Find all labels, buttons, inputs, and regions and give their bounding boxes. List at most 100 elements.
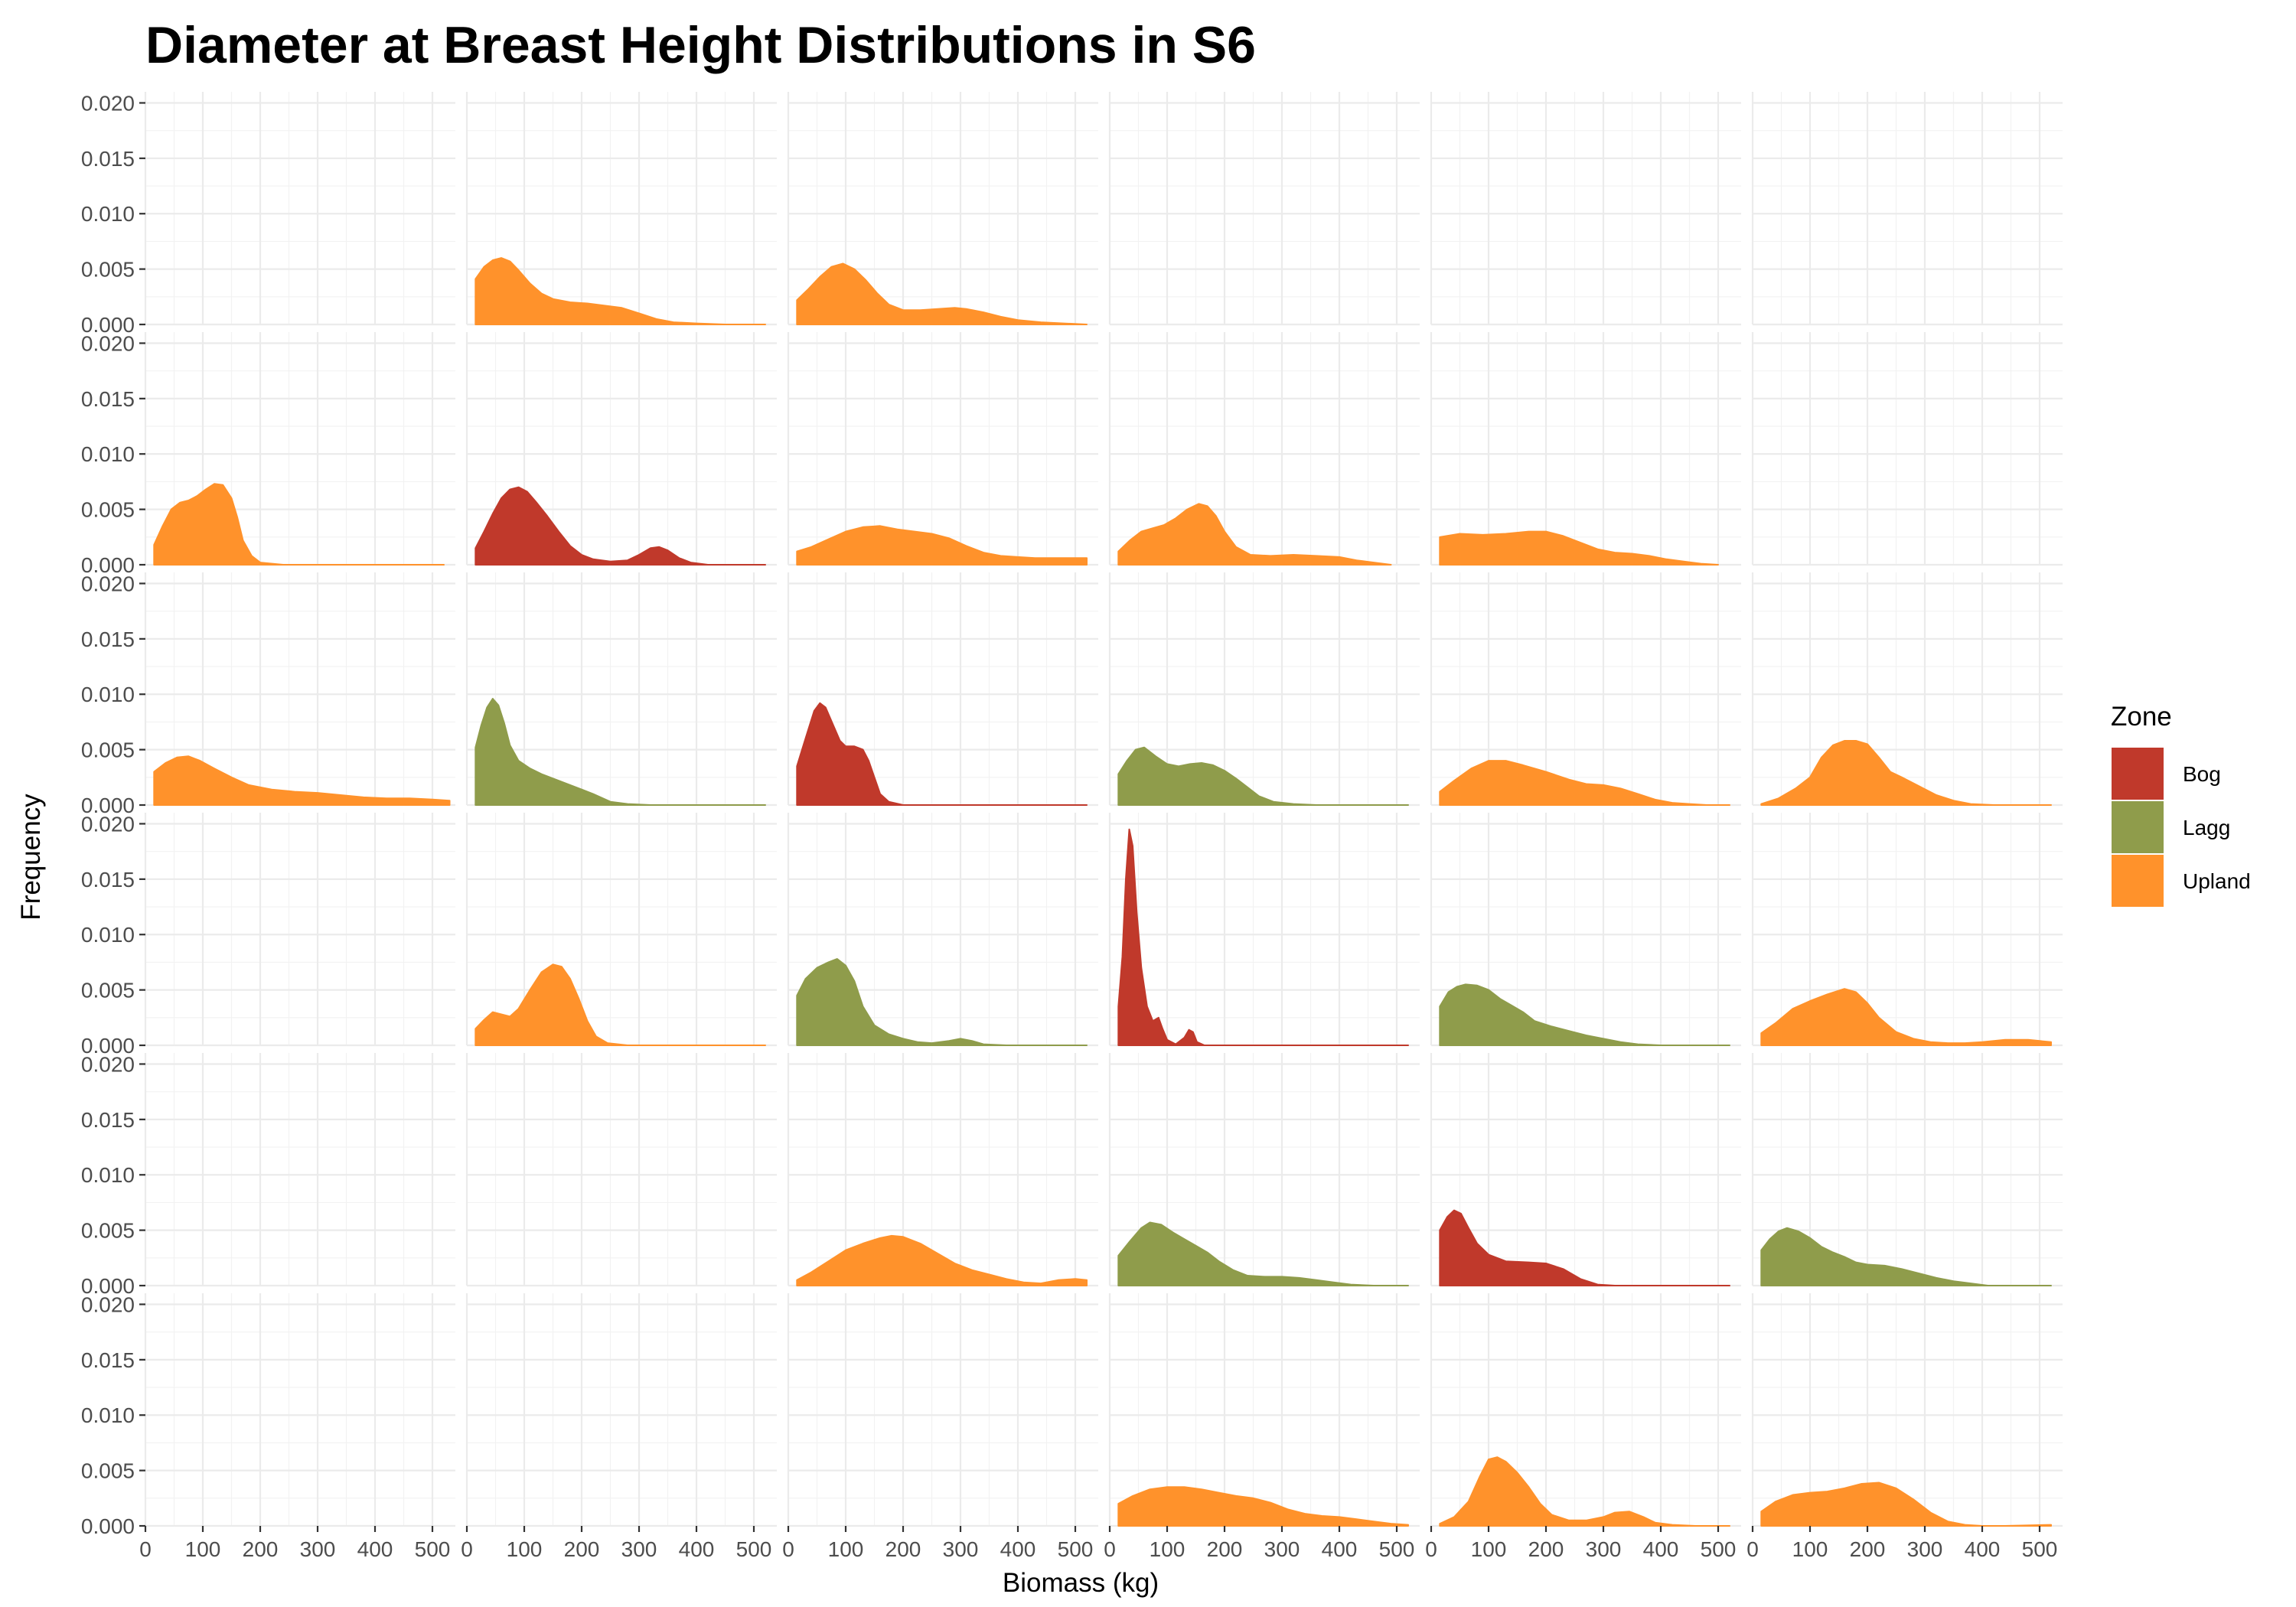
x-tick-label: 0 — [1746, 1537, 1759, 1561]
y-tick-label: 0.015 — [81, 627, 135, 651]
y-tick-label: 0.005 — [81, 979, 135, 1002]
x-tick-label: 200 — [564, 1537, 600, 1561]
facet-panel-r6-c5: 0 100 200 300 400 500 — [1425, 1293, 1741, 1561]
facet-panel-r6-c4: 0 100 200 300 400 500 — [1104, 1293, 1420, 1561]
panel-background — [145, 813, 455, 1045]
y-tick-label: 0.010 — [81, 923, 135, 947]
density-area-upland — [796, 262, 1088, 325]
density-area-upland — [1439, 760, 1730, 806]
y-tick-label: 0.010 — [81, 1403, 135, 1427]
x-tick-label: 0 — [782, 1537, 794, 1561]
facet-panel-r5-c1: 0.000 0.005 0.010 0.015 0.020 — [81, 1052, 455, 1298]
y-tick-label: 0.010 — [81, 683, 135, 706]
facet-panel-r2-c1: 0.000 0.005 0.010 0.015 0.020 — [81, 331, 455, 577]
y-tick-label: 0.015 — [81, 868, 135, 892]
density-area-upland — [153, 755, 451, 806]
density-area-lagg — [1117, 1221, 1409, 1286]
panel-background — [1431, 92, 1741, 324]
facet-panel-r1-c1: 0.000 0.005 0.010 0.015 0.020 — [81, 91, 455, 337]
facet-panel-r1-c2 — [465, 92, 777, 326]
facet-panel-r5-c2 — [465, 1053, 777, 1287]
legend-swatch-upland — [2110, 853, 2165, 908]
y-tick-label: 0.020 — [81, 331, 135, 355]
x-tick-label: 400 — [1643, 1537, 1679, 1561]
y-tick-label: 0.005 — [81, 498, 135, 522]
y-tick-label: 0.020 — [81, 572, 135, 595]
panel-background — [1753, 332, 2063, 565]
density-area-lagg — [1117, 746, 1409, 806]
x-tick-label: 500 — [1701, 1537, 1737, 1561]
x-tick-label: 100 — [828, 1537, 864, 1561]
panel-background — [467, 1293, 777, 1526]
facet-panel-r3-c1: 0.000 0.005 0.010 0.015 0.020 — [81, 572, 455, 817]
density-area-lagg — [796, 958, 1088, 1046]
y-tick-label: 0.000 — [81, 1274, 135, 1298]
panel-background — [1110, 92, 1420, 324]
x-tick-label: 400 — [357, 1537, 393, 1561]
panel-background — [1753, 1293, 2063, 1526]
x-tick-label: 100 — [1471, 1537, 1507, 1561]
facet-panels: 0.0000.0050.0100.0150.0200.0000.0050.010… — [81, 91, 2063, 1561]
facet-panel-r6-c3: 0 100 200 300 400 500 — [782, 1293, 1098, 1561]
x-tick-label: 500 — [1058, 1537, 1094, 1561]
facet-panel-r4-c6 — [1751, 813, 2063, 1047]
facet-panel-r2-c6 — [1751, 332, 2063, 566]
density-area-upland — [1760, 740, 2052, 806]
facet-panel-r4-c3 — [787, 813, 1098, 1047]
x-axis-title: Biomass (kg) — [1003, 1568, 1159, 1598]
facet-panel-r2-c2 — [465, 332, 777, 566]
density-area-upland — [153, 483, 445, 566]
y-tick-label: 0.005 — [81, 1459, 135, 1483]
y-tick-label: 0.005 — [81, 1219, 135, 1243]
x-tick-label: 300 — [943, 1537, 979, 1561]
legend-item-upland: Upland — [2110, 853, 2251, 908]
x-tick-label: 0 — [1425, 1537, 1437, 1561]
density-area-lagg — [1760, 1227, 2052, 1286]
x-tick-label: 200 — [1528, 1537, 1564, 1561]
panel-background — [1753, 572, 2063, 805]
y-tick-label: 0.020 — [81, 1292, 135, 1316]
x-tick-label: 500 — [415, 1537, 451, 1561]
y-axis-title: Frequency — [16, 794, 46, 921]
y-tick-label: 0.000 — [81, 1514, 135, 1538]
facet-panel-r5-c5 — [1430, 1053, 1741, 1287]
density-area-lagg — [1439, 983, 1730, 1046]
y-tick-label: 0.020 — [81, 812, 135, 836]
x-tick-label: 500 — [2022, 1537, 2058, 1561]
panel-background — [145, 92, 455, 324]
y-tick-label: 0.005 — [81, 258, 135, 282]
facet-panel-r3-c6 — [1751, 572, 2063, 807]
y-tick-label: 0.010 — [81, 442, 135, 466]
facet-panel-r4-c1: 0.000 0.005 0.010 0.015 0.020 — [81, 812, 455, 1058]
facet-panel-r1-c4 — [1108, 92, 1420, 326]
y-tick-label: 0.015 — [81, 387, 135, 411]
density-area-upland — [1439, 530, 1719, 566]
panel-background — [788, 1053, 1098, 1286]
y-tick-label: 0.000 — [81, 553, 135, 577]
density-area-upland — [796, 1234, 1088, 1286]
x-tick-label: 0 — [139, 1537, 152, 1561]
x-tick-label: 400 — [1965, 1537, 2001, 1561]
legend-label: Bog — [2183, 762, 2221, 786]
x-tick-label: 300 — [1907, 1537, 1943, 1561]
y-tick-label: 0.015 — [81, 147, 135, 171]
legend-label: Lagg — [2183, 816, 2230, 839]
density-area-upland — [475, 257, 766, 325]
x-tick-label: 0 — [1104, 1537, 1116, 1561]
x-tick-label: 100 — [1150, 1537, 1186, 1561]
x-tick-label: 200 — [1207, 1537, 1243, 1561]
x-tick-label: 300 — [1586, 1537, 1622, 1561]
x-tick-label: 300 — [1264, 1537, 1300, 1561]
legend-items: Bog Lagg Upland — [2110, 746, 2251, 908]
panel-background — [467, 1053, 777, 1286]
y-tick-label: 0.000 — [81, 313, 135, 337]
facet-panel-r4-c2 — [465, 813, 777, 1047]
y-tick-label: 0.015 — [81, 1108, 135, 1132]
legend-item-bog: Bog — [2110, 746, 2221, 801]
facet-panel-r3-c5 — [1430, 572, 1741, 807]
x-tick-label: 500 — [1379, 1537, 1415, 1561]
facet-panel-r5-c6 — [1751, 1053, 2063, 1287]
facet-panel-r4-c4 — [1108, 813, 1420, 1047]
facet-panel-r3-c3 — [787, 572, 1098, 807]
